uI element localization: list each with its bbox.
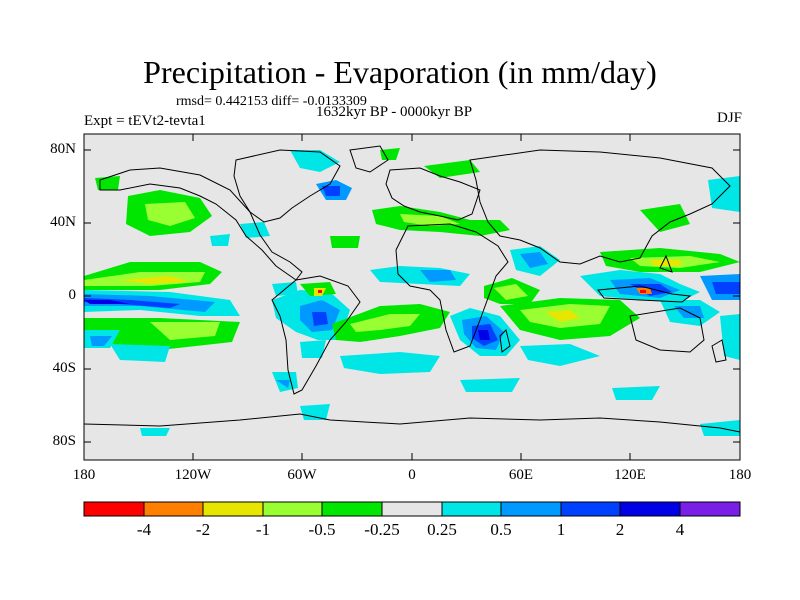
lon-label-0: 0	[408, 467, 416, 483]
colorbar-label: 2	[615, 520, 625, 539]
colorbar-bin-7	[441, 501, 502, 517]
plot-title: Precipitation - Evaporation (in mm/day)	[143, 54, 657, 90]
lat-label-80s: 80S	[52, 433, 76, 449]
colorbar-bin-8	[500, 501, 562, 517]
colorbar-bin-11	[679, 501, 741, 517]
colorbar-bin-2	[143, 501, 204, 517]
coastlines	[83, 145, 741, 433]
colorbar-bin-6	[381, 501, 443, 517]
colorbar	[83, 501, 741, 517]
experiment-label: Expt = tEVt2-tevta1	[84, 113, 206, 129]
lon-label-180w: 180	[72, 467, 96, 483]
stats-text: rmsd= 0.442153 diff= -0.0133309	[176, 94, 367, 109]
lon-label-60w: 60W	[287, 467, 317, 483]
colorbar-bin-1	[83, 501, 145, 517]
colorbar-label: -1	[255, 520, 271, 539]
colorbar-label: 4	[675, 520, 685, 539]
lat-label-40s: 40S	[52, 360, 76, 376]
colorbar-bin-3	[202, 501, 264, 517]
colorbar-label: -0.5	[308, 520, 336, 539]
lon-label-180e: 180	[728, 467, 752, 483]
lon-label-120w: 120W	[174, 467, 212, 483]
lat-label-40n: 40N	[50, 214, 76, 230]
colorbar-bin-4	[262, 501, 323, 517]
colorbar-label: -2	[195, 520, 211, 539]
colorbar-label: -4	[136, 520, 152, 539]
lat-label-0: 0	[68, 287, 77, 303]
lon-label-120e: 120E	[614, 467, 646, 483]
axis-ticks	[84, 134, 740, 460]
colorbar-label: 0.5	[490, 520, 512, 539]
colorbar-label: 1	[556, 520, 566, 539]
lon-label-60e: 60E	[508, 467, 534, 483]
colorbar-label: 0.25	[427, 520, 457, 539]
colorbar-bin-5	[321, 501, 383, 517]
season-label: DJF	[716, 110, 742, 126]
map-frame	[83, 133, 741, 461]
colorbar-bin-9	[560, 501, 621, 517]
colorbar-bin-10	[619, 501, 681, 517]
lat-label-80n: 80N	[50, 141, 76, 157]
period-text: 1632kyr BP - 0000kyr BP	[316, 104, 473, 120]
colorbar-label: -0.25	[364, 520, 400, 539]
